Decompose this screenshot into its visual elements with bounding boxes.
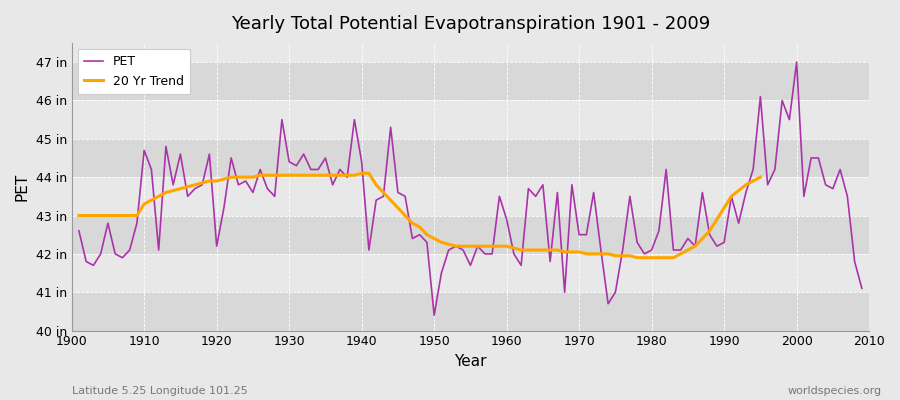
Y-axis label: PET: PET	[15, 173, 30, 201]
20 Yr Trend	[356, 171, 367, 176]
Bar	[72, 254, 869, 292]
Text: Latitude 5.25 Longitude 101.25: Latitude 5.25 Longitude 101.25	[72, 386, 248, 396]
PET	[131, 221, 142, 226]
PET	[791, 60, 802, 64]
PET	[596, 248, 607, 252]
20 Yr Trend	[589, 252, 599, 256]
20 Yr Trend	[581, 252, 592, 256]
Line: PET: PET	[79, 62, 862, 315]
PET	[857, 286, 868, 291]
20 Yr Trend	[74, 213, 85, 218]
20 Yr Trend	[559, 250, 570, 254]
Bar	[72, 177, 869, 216]
PET	[74, 228, 85, 233]
PET	[291, 163, 302, 168]
Bar	[72, 139, 869, 177]
Bar	[72, 216, 869, 254]
20 Yr Trend	[103, 213, 113, 218]
X-axis label: Year: Year	[454, 354, 487, 369]
20 Yr Trend	[632, 255, 643, 260]
Bar	[72, 62, 869, 100]
20 Yr Trend	[755, 175, 766, 180]
PET	[428, 313, 439, 318]
PET	[508, 252, 519, 256]
Legend: PET, 20 Yr Trend: PET, 20 Yr Trend	[78, 49, 190, 94]
PET	[501, 217, 512, 222]
20 Yr Trend	[197, 180, 208, 185]
Bar	[72, 100, 869, 139]
Text: worldspecies.org: worldspecies.org	[788, 386, 882, 396]
PET	[335, 167, 346, 172]
20 Yr Trend	[544, 248, 555, 252]
Bar	[72, 292, 869, 330]
Line: 20 Yr Trend: 20 Yr Trend	[79, 173, 760, 258]
Title: Yearly Total Potential Evapotranspiration 1901 - 2009: Yearly Total Potential Evapotranspiratio…	[230, 15, 710, 33]
